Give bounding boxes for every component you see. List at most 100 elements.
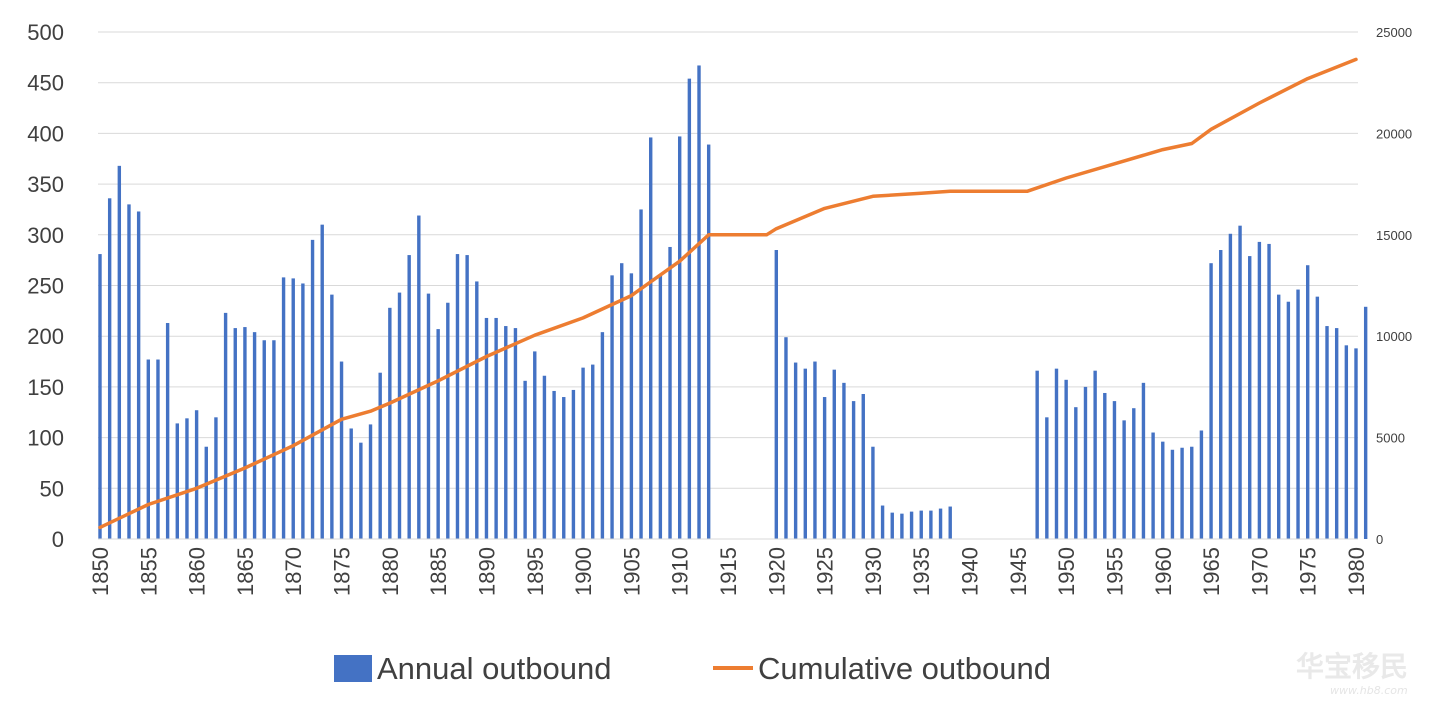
bar-1928 [851,401,856,539]
bar-1920 [774,250,779,539]
bar-1968 [1238,225,1242,539]
bar-1962 [1180,447,1184,539]
bar-1948 [1045,417,1049,539]
bar-1902 [600,332,605,539]
bar-1900 [581,367,585,539]
bar-1884 [426,293,431,539]
bar-1893 [513,328,518,539]
bar-1859 [185,418,189,539]
bar-1926 [832,369,836,539]
bar-1867 [262,340,266,539]
bar-1923 [803,368,807,539]
bar-1863 [223,312,228,539]
bar-1930 [871,446,875,539]
bar-1932 [890,512,894,539]
bar-1947 [1035,370,1039,539]
bar-1907 [649,137,653,539]
bar-1974 [1296,289,1300,539]
bar-1976 [1315,296,1320,539]
bar-1975 [1305,265,1310,539]
x-tick-label: 1875 [330,547,355,596]
bar-1931 [880,505,885,539]
bar-1977 [1325,326,1329,539]
bar-1960 [1161,441,1165,539]
bar-1881 [397,292,402,539]
x-tick-label: 1855 [136,547,161,596]
bar-1899 [571,389,576,539]
bar-1911 [687,78,692,540]
left-y-tick-label: 350 [27,172,64,197]
x-tick-label: 1880 [378,547,403,596]
bar-1961 [1170,449,1175,539]
bar-1952 [1083,386,1088,539]
gridlines [98,31,1358,540]
bar-1873 [320,224,324,539]
bar-1966 [1219,250,1223,539]
bar-1910 [677,136,682,539]
bar-1980 [1354,348,1358,539]
bar-1864 [233,328,237,539]
bar-1935 [919,510,923,539]
right-y-tick-label: 10000 [1376,329,1412,344]
bar-1950 [1064,379,1068,539]
bar-1978 [1334,328,1339,539]
left-y-tick-label: 150 [27,375,64,400]
bar-1972 [1277,294,1281,539]
x-tick-label: 1970 [1247,547,1272,596]
bar-1876 [349,428,353,539]
bar-1886 [446,302,450,539]
bar-1877 [359,442,363,539]
bar-1906 [639,209,643,539]
bar-1964 [1199,430,1204,539]
bar-1856 [156,359,160,539]
bar-1870 [291,278,295,539]
bar-1896 [542,375,547,539]
bar-1981 [1363,306,1368,539]
bar-1913 [706,144,711,539]
bar-1958 [1141,382,1146,539]
x-tick-label: 1935 [909,547,934,596]
bar-1973 [1286,301,1291,539]
watermark-text: 华宝移民 [1296,650,1408,683]
bar-1908 [658,274,663,539]
x-tick-label: 1905 [619,547,644,596]
legend-label-annual-outbound: Annual outbound [377,651,611,686]
bar-1883 [417,215,421,539]
bar-1969 [1248,256,1252,539]
bar-1889 [475,281,479,539]
x-tick-label: 1850 [88,547,113,596]
right-y-tick-label: 15000 [1376,228,1412,243]
bar-1956 [1122,420,1126,539]
right-y-tick-label: 5000 [1376,431,1405,446]
bar-1954 [1103,392,1107,539]
bar-1924 [813,361,817,539]
bar-1934 [909,511,914,539]
bar-1872 [310,239,315,539]
bar-1857 [165,323,170,539]
bar-1865 [243,327,247,539]
bar-1888 [465,255,469,539]
cumulative-outbound-line-group [98,57,1358,530]
bar-1854 [136,211,141,539]
x-tick-label: 1925 [813,547,838,596]
bar-1933 [900,513,904,539]
bar-1868 [272,340,276,539]
x-tick-label: 1960 [1151,547,1176,596]
x-tick-label: 1920 [764,547,789,596]
bar-1970 [1257,241,1262,539]
bar-1901 [591,364,595,539]
bar-1871 [301,283,305,539]
bar-1892 [504,326,508,539]
bar-1912 [697,65,701,539]
bar-1880 [388,307,392,539]
bar-1852 [117,165,122,539]
left-y-tick-label: 200 [27,324,64,349]
bar-1949 [1054,368,1059,539]
left-y-tick-label: 500 [27,20,64,45]
bar-1860 [194,410,199,539]
x-tick-label: 1930 [861,547,886,596]
right-y-axis: 0 5000 10000 15000 20000 25000 [1376,25,1412,547]
x-tick-label: 1915 [716,547,741,596]
left-y-tick-label: 450 [27,71,64,96]
